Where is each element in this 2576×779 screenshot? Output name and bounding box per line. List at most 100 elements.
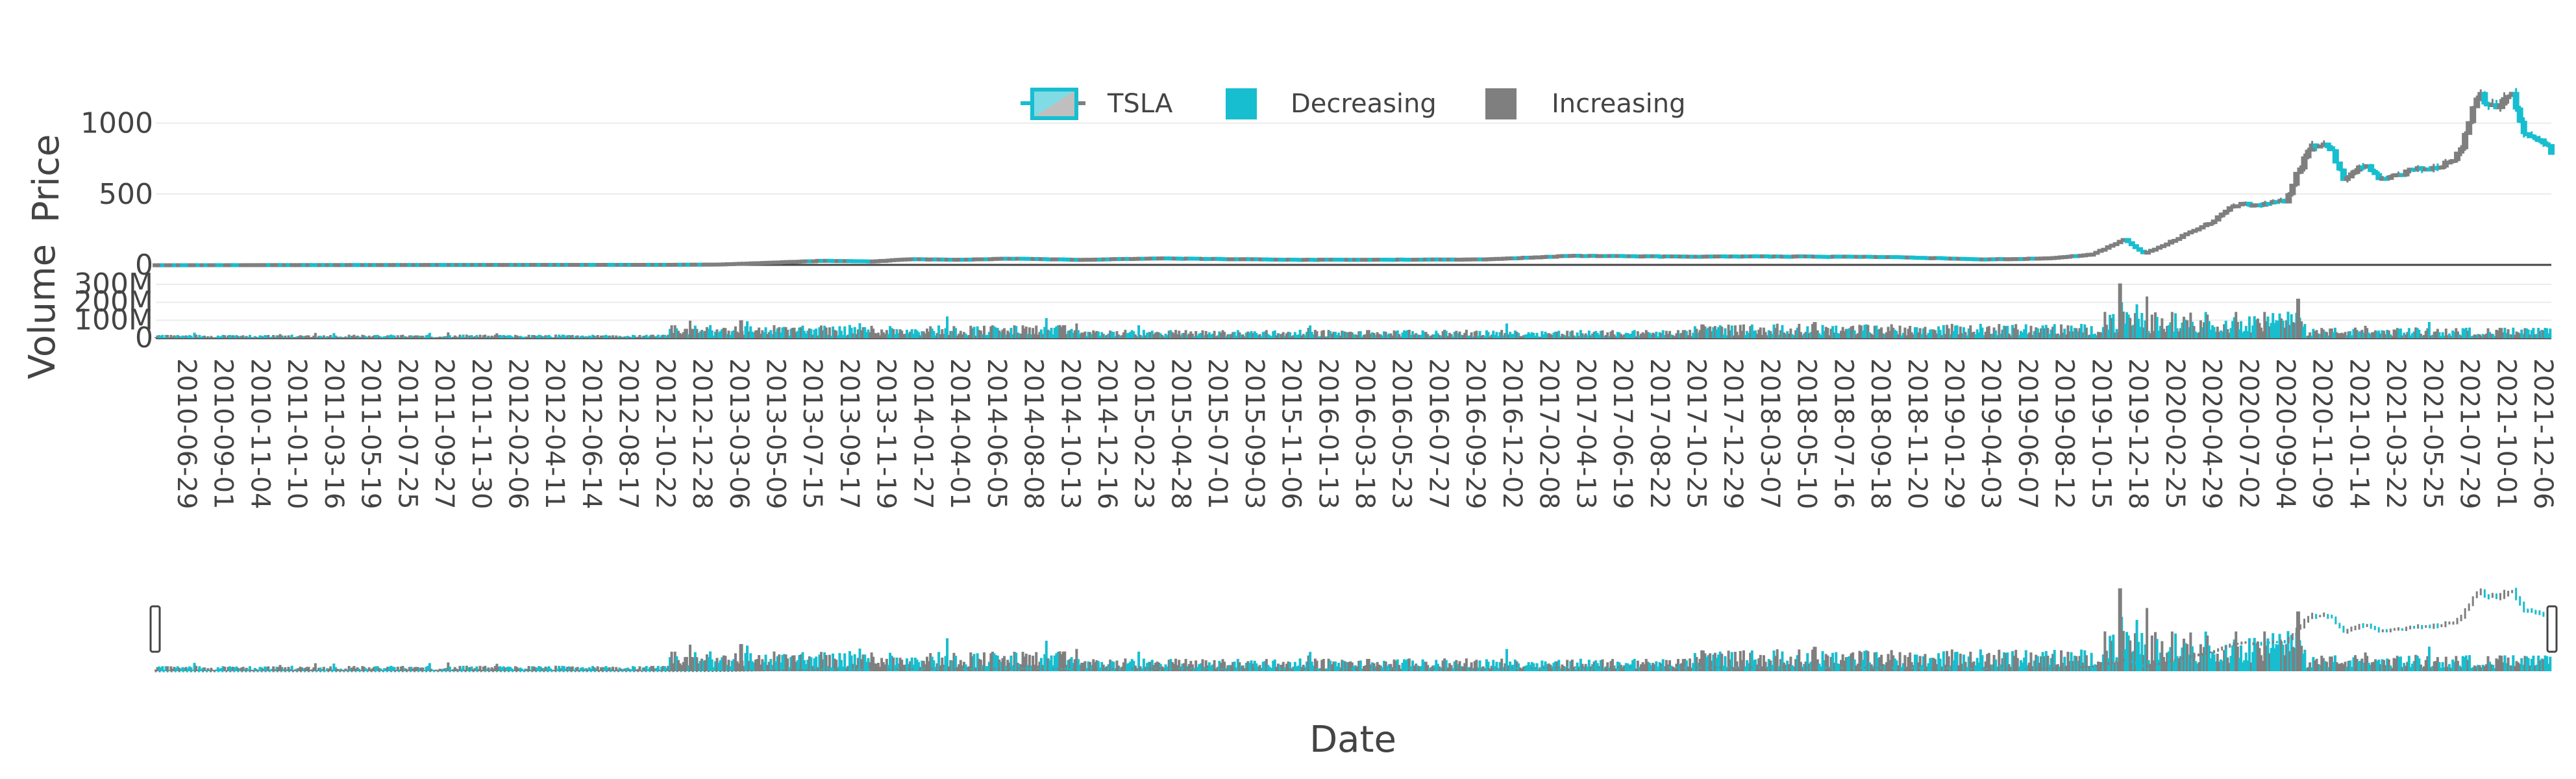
volume-bar: [2286, 312, 2290, 338]
range-slider-volume-bar: [710, 659, 713, 671]
range-slider-volume-bar: [1759, 654, 1762, 671]
volume-bar: [1766, 335, 1769, 338]
range-slider-volume-bar: [284, 667, 287, 671]
range-slider-volume-bar: [1727, 650, 1730, 671]
range-slider-volume-bar: [421, 667, 425, 671]
volume-bar: [722, 327, 725, 338]
volume-bar: [1179, 335, 1182, 338]
range-slider-volume-bar: [808, 656, 811, 671]
range-slider-volume-bar: [2369, 665, 2372, 671]
legend-item-decreasing[interactable]: Decreasing: [1226, 88, 1437, 119]
range-slider-volume-bar: [771, 665, 774, 671]
volume-bar: [615, 335, 618, 338]
volume-bar: [2327, 335, 2330, 338]
volume-bar: [1248, 332, 1251, 338]
candle-body: [2226, 206, 2233, 212]
range-slider-left-handle[interactable]: [149, 605, 161, 653]
range-slider-volume-bar: [1498, 662, 1502, 671]
range-slider-volume-bar: [395, 669, 398, 671]
volume-bar: [297, 336, 301, 338]
range-slider-volume-bar: [1933, 659, 1937, 671]
range-slider-volume-bar: [1767, 659, 1770, 671]
range-slider-volume-bar: [1740, 660, 1744, 671]
range-slider-volume-bar: [2155, 639, 2159, 671]
volume-bar: [828, 327, 831, 338]
volume-bar: [2068, 331, 2072, 338]
volume-bar: [1110, 331, 1113, 338]
volume-bar: [2508, 334, 2512, 338]
volume-bar: [1799, 332, 1802, 338]
range-slider-volume-bar: [1043, 654, 1046, 671]
range-slider-volume-bar: [2063, 656, 2066, 671]
volume-bar: [1909, 325, 1912, 338]
volume-bar: [1100, 332, 1104, 338]
range-slider-volume-bar: [228, 666, 231, 671]
volume-bar: [326, 336, 329, 338]
volume-bar: [1520, 336, 1524, 338]
volume-bar: [865, 332, 868, 338]
volume-bar: [2258, 323, 2261, 338]
volume-bar: [927, 331, 930, 338]
volume-bar: [1818, 333, 1821, 338]
range-slider-volume-bar: [1100, 662, 1104, 671]
range-slider-volume-bar: [184, 667, 188, 671]
range-slider-volume-bar: [2281, 645, 2285, 671]
legend-tsla-increasing-swatch: [1032, 90, 1076, 118]
volume-bar: [1601, 330, 1604, 338]
volume-bar: [2127, 314, 2130, 338]
range-slider-volume-bar: [1011, 665, 1015, 671]
range-slider-volume-bar: [2070, 652, 2073, 671]
volume-bar: [1226, 334, 1230, 338]
range-slider-volume-bar: [2357, 661, 2360, 671]
volume-bar: [2466, 330, 2470, 338]
range-slider[interactable]: [149, 587, 2558, 673]
range-slider-volume-bar: [626, 667, 630, 671]
range-slider-volume-bar: [1526, 665, 1529, 671]
range-slider-volume-peak-bar: [2118, 588, 2122, 671]
range-slider-volume-bar: [776, 656, 779, 671]
volume-bar: [2468, 327, 2471, 338]
range-slider-volume-bar: [1280, 664, 1283, 671]
range-slider-volume-bar: [1726, 667, 1729, 671]
volume-bar: [1579, 330, 1582, 338]
range-slider-volume-bar: [1211, 664, 1215, 671]
volume-bar: [2344, 332, 2347, 338]
volume-bar: [445, 336, 448, 338]
range-slider-volume-bar: [604, 666, 608, 671]
volume-bar: [1836, 333, 1839, 338]
range-slider-volume-bar: [2016, 658, 2019, 671]
legend-item-tsla[interactable]: TSLA: [1021, 88, 1173, 120]
range-slider-volume-bar: [1456, 663, 1459, 671]
range-slider-volume-bar: [1124, 658, 1127, 671]
volume-bar: [322, 335, 325, 338]
volume-bar: [2366, 328, 2369, 338]
volume-bar: [774, 331, 778, 338]
volume-bar: [1152, 334, 1156, 338]
volume-bar: [1102, 334, 1105, 338]
volume-bar: [2424, 330, 2427, 338]
range-slider-volume-bar: [2154, 632, 2157, 671]
range-slider-volume-bar: [2218, 662, 2221, 671]
range-slider-volume-bar: [1261, 662, 1265, 671]
volume-bar: [1164, 334, 1167, 338]
range-slider-right-handle[interactable]: [2546, 605, 2558, 653]
range-slider-volume-bar: [2538, 660, 2542, 671]
volume-bar: [1201, 330, 1204, 338]
volume-bar: [2103, 312, 2107, 338]
range-slider-volume-bar: [477, 669, 480, 671]
volume-bar: [2263, 312, 2266, 338]
volume-bar: [1272, 331, 1275, 338]
x-tick-label: 2021-01-14: [2344, 358, 2373, 509]
range-slider-volume-bar: [1293, 662, 1296, 671]
range-slider-volume-bar: [1579, 658, 1582, 671]
range-slider-volume-bar: [1063, 651, 1067, 671]
range-slider-volume-bar: [648, 667, 651, 671]
legend-item-increasing[interactable]: Increasing: [1485, 88, 1686, 119]
range-slider-volume-bar: [544, 666, 547, 671]
volume-bar: [1035, 325, 1038, 338]
range-slider-volume-bar: [1167, 660, 1170, 671]
volume-bar: [285, 337, 288, 338]
range-slider-volume-bar: [1794, 659, 1798, 671]
range-slider-volume-bar: [608, 667, 611, 671]
range-slider-volume-bar: [562, 666, 565, 671]
